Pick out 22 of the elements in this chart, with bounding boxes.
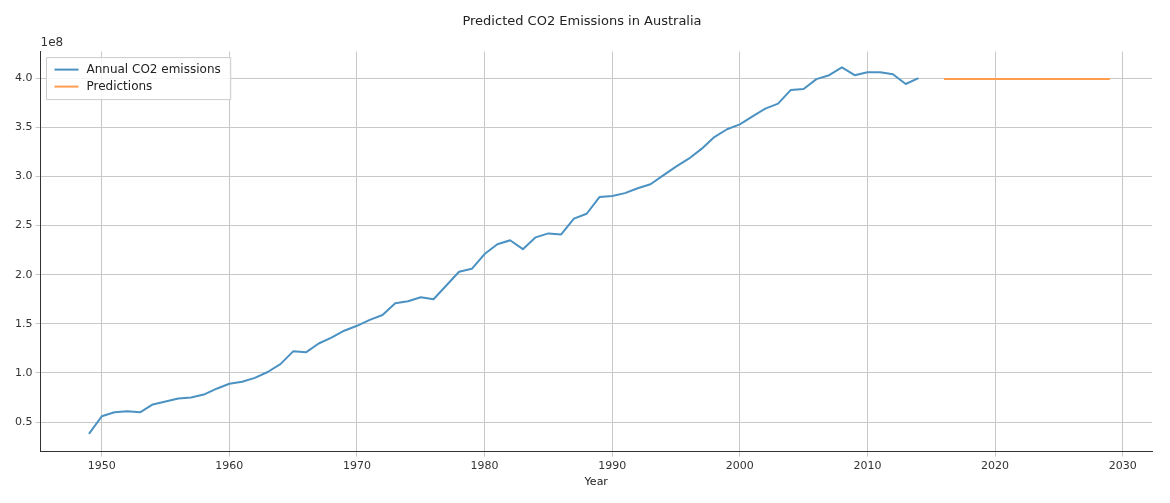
y-tick-label: 3.0	[14, 169, 33, 183]
text: 1e8	[40, 34, 64, 49]
x-tick-label: 1980	[470, 459, 499, 473]
x-axis-title: Year	[583, 475, 609, 489]
x-tick-label: 2020	[981, 459, 1010, 473]
y-tick-label: 0.5	[14, 414, 33, 428]
x-tick-label: 1970	[342, 459, 371, 473]
x-tick-label: 2030	[1108, 459, 1137, 473]
x-tick-label: 2000	[725, 459, 754, 473]
y-tick-label: 3.5	[14, 120, 33, 134]
chart-title: Predicted CO2 Emissions in Australia	[462, 13, 702, 29]
legend-label: Annual CO2 emissions	[86, 61, 221, 76]
y-tick-label: 1.5	[14, 316, 33, 330]
x-tick-label: 2010	[853, 459, 882, 473]
x-tick-label: 1950	[87, 459, 116, 473]
y-tick-label: 2.0	[14, 267, 33, 281]
legend-label: Predictions	[86, 78, 153, 93]
y-tick-label: 2.5	[14, 218, 33, 232]
x-tick-label: 1960	[215, 459, 244, 473]
x-tick-label: 1990	[598, 459, 627, 473]
y-tick-label: 4.0	[14, 71, 33, 84]
y-tick-label: 1.0	[14, 365, 33, 379]
